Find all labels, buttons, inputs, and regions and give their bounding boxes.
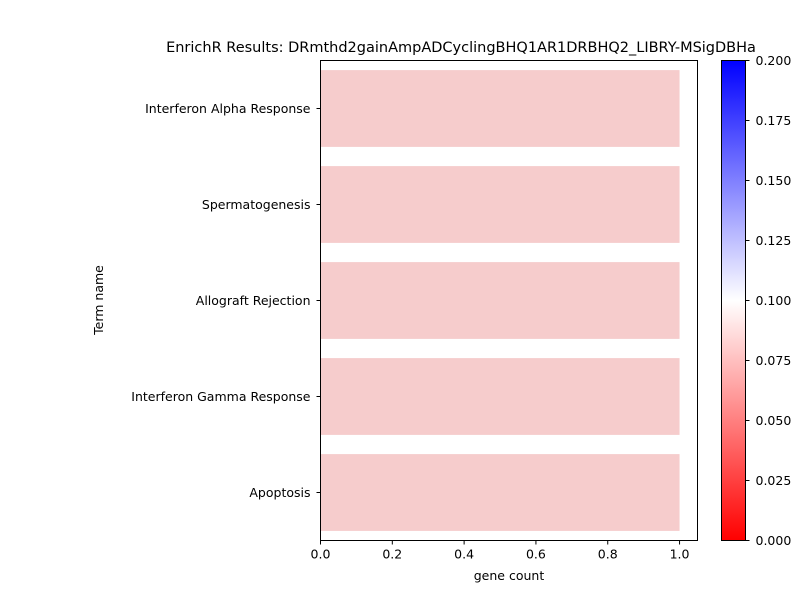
- y-axis-label: Term name: [91, 265, 106, 336]
- bars-group: [320, 70, 680, 531]
- colorbar-tick-label: 0.200: [756, 53, 792, 68]
- bar: [320, 262, 680, 339]
- x-axis-label: gene count: [474, 568, 545, 583]
- bar: [320, 70, 680, 147]
- x-tick-label: 0.2: [382, 547, 402, 562]
- x-tick-label: 1.0: [670, 547, 690, 562]
- colorbar-tick-label: 0.150: [756, 173, 792, 188]
- colorbar-tick-label: 0.125: [756, 233, 792, 248]
- y-tick-label: Allograft Rejection: [196, 293, 311, 308]
- x-tick-label: 0.6: [526, 547, 546, 562]
- y-tick-label: Interferon Gamma Response: [131, 389, 311, 404]
- y-tick-labels: Interferon Alpha Response Spermatogenesis…: [131, 101, 321, 500]
- colorbar-tick-label: 0.025: [756, 473, 792, 488]
- colorbar: [721, 60, 746, 541]
- colorbar-tick-label: 0.075: [756, 353, 792, 368]
- x-tick-labels: 0.0 0.2 0.4 0.6 0.8 1.0: [311, 540, 690, 562]
- plot-frame: [320, 60, 698, 541]
- colorbar-tick-label: 0.100: [756, 293, 792, 308]
- x-tick-label: 0.4: [454, 547, 474, 562]
- colorbar-tick-label: 0.175: [756, 113, 792, 128]
- bar: [320, 166, 680, 243]
- y-tick-label: Spermatogenesis: [202, 197, 311, 212]
- colorbar-tick-label: 0.050: [756, 413, 792, 428]
- y-tick-label: Apoptosis: [249, 485, 310, 500]
- colorbar-tick-labels: 0.000 0.025 0.050 0.075 0.100 0.125 0.150 0.175…: [745, 53, 792, 548]
- y-tick-label: Interferon Alpha Response: [145, 101, 311, 116]
- chart-title: EnrichR Results: DRmthd2gainAmpADCycling…: [166, 40, 756, 56]
- x-tick-label: 0.8: [598, 547, 618, 562]
- x-tick-label: 0.0: [311, 547, 331, 562]
- colorbar-tick-label: 0.000: [756, 533, 792, 548]
- bar: [320, 358, 680, 435]
- bar: [320, 454, 680, 531]
